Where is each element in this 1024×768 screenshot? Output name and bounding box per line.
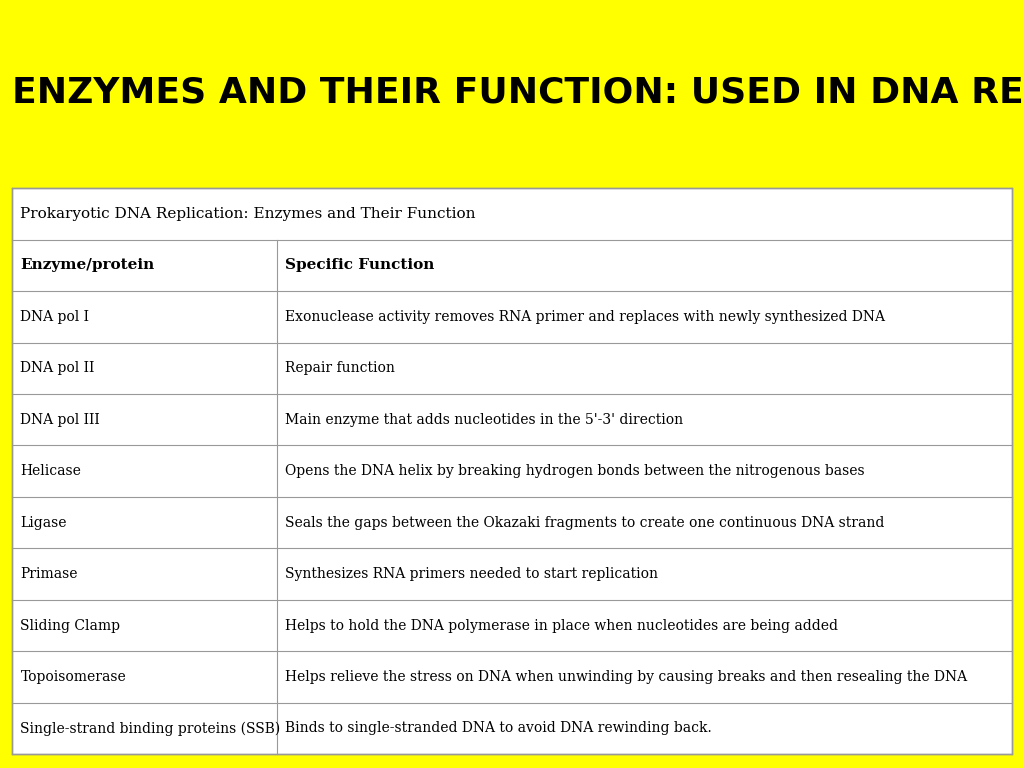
Text: Opens the DNA helix by breaking hydrogen bonds between the nitrogenous bases: Opens the DNA helix by breaking hydrogen… [286, 464, 865, 478]
Text: Sliding Clamp: Sliding Clamp [20, 618, 121, 633]
Text: Helps relieve the stress on DNA when unwinding by causing breaks and then reseal: Helps relieve the stress on DNA when unw… [286, 670, 968, 684]
Text: Helicase: Helicase [20, 464, 81, 478]
Text: Helps to hold the DNA polymerase in place when nucleotides are being added: Helps to hold the DNA polymerase in plac… [286, 618, 839, 633]
Text: DNA pol II: DNA pol II [20, 361, 95, 376]
Text: Enzyme/protein: Enzyme/protein [20, 258, 155, 273]
Text: Ligase: Ligase [20, 515, 67, 530]
Text: Prokaryotic DNA Replication: Enzymes and Their Function: Prokaryotic DNA Replication: Enzymes and… [20, 207, 476, 221]
Text: Exonuclease activity removes RNA primer and replaces with newly synthesized DNA: Exonuclease activity removes RNA primer … [286, 310, 886, 324]
Text: Synthesizes RNA primers needed to start replication: Synthesizes RNA primers needed to start … [286, 567, 658, 581]
Text: Topoisomerase: Topoisomerase [20, 670, 126, 684]
Text: Single-strand binding proteins (SSB): Single-strand binding proteins (SSB) [20, 721, 281, 736]
Text: Repair function: Repair function [286, 361, 395, 376]
Text: Specific Function: Specific Function [286, 258, 435, 273]
Text: Main enzyme that adds nucleotides in the 5'-3' direction: Main enzyme that adds nucleotides in the… [286, 412, 683, 427]
Text: Binds to single-stranded DNA to avoid DNA rewinding back.: Binds to single-stranded DNA to avoid DN… [286, 721, 712, 736]
Text: DNA pol III: DNA pol III [20, 412, 100, 427]
Text: DNA pol I: DNA pol I [20, 310, 89, 324]
Text: Primase: Primase [20, 567, 78, 581]
Text: ENZYMES AND THEIR FUNCTION: USED IN DNA REPLICATION: ENZYMES AND THEIR FUNCTION: USED IN DNA … [12, 75, 1024, 109]
Text: Seals the gaps between the Okazaki fragments to create one continuous DNA strand: Seals the gaps between the Okazaki fragm… [286, 515, 885, 530]
